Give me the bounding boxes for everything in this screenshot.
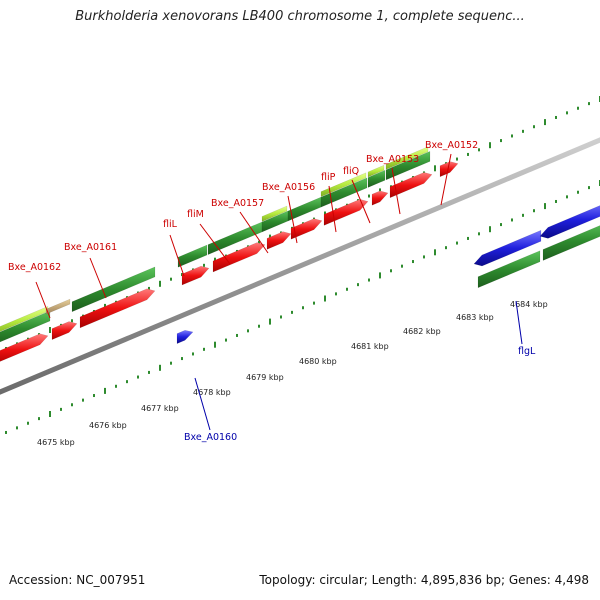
- reverse-cds[interactable]: [266, 231, 292, 250]
- scale-label: 4684 kbp: [510, 300, 548, 309]
- leader-line: [287, 195, 298, 244]
- scale-label: 4682 kbp: [403, 327, 441, 336]
- genome-backbone: [0, 137, 600, 395]
- gene-label[interactable]: flgL: [518, 346, 536, 357]
- leader-line: [35, 281, 51, 319]
- scale-label: 4675 kbp: [37, 438, 75, 447]
- reverse-cds[interactable]: [0, 333, 49, 366]
- map-layer: 4675 kbp 4676 kbp 4677 kbp 4678 kbp 4679 kbp…: [0, 96, 600, 447]
- gene-label[interactable]: fliL: [163, 219, 178, 230]
- leader-line: [194, 377, 211, 431]
- reverse-cds[interactable]: [389, 172, 433, 199]
- scale-label: 4681 kbp: [351, 342, 389, 351]
- gene-label[interactable]: Bxe_A0152: [425, 140, 478, 151]
- reverse-cds[interactable]: [51, 321, 78, 341]
- gene-feature[interactable]: [539, 201, 600, 239]
- forward-cds[interactable]: [385, 151, 431, 181]
- highlight-feature[interactable]: [261, 205, 288, 222]
- gene-label[interactable]: fliM: [187, 209, 204, 220]
- leader-line: [89, 257, 107, 299]
- gene-label[interactable]: Bxe_A0156: [262, 182, 315, 193]
- leader-line: [199, 223, 231, 265]
- leader-line: [328, 185, 337, 233]
- gene-label[interactable]: Bxe_A0157: [211, 198, 264, 209]
- reverse-cds[interactable]: [212, 242, 266, 273]
- gene-label[interactable]: Bxe_A0160: [184, 432, 237, 443]
- leader-line: [391, 167, 401, 215]
- highlight-feature[interactable]: [385, 146, 429, 170]
- forward-cds[interactable]: [542, 221, 600, 261]
- leader-line: [239, 211, 269, 254]
- scale-label: 4679 kbp: [246, 373, 284, 382]
- leader-line: [440, 153, 452, 206]
- leader-line: [351, 179, 371, 224]
- gene-label[interactable]: Bxe_A0153: [366, 154, 419, 165]
- forward-cds[interactable]: [287, 196, 322, 222]
- scale-label: 4683 kbp: [456, 313, 494, 322]
- gene-label[interactable]: Bxe_A0161: [64, 242, 117, 253]
- forward-cds[interactable]: [320, 177, 368, 208]
- gene-label[interactable]: Bxe_A0162: [8, 262, 61, 273]
- leader-line: [515, 300, 523, 345]
- scale-label: 4677 kbp: [141, 404, 179, 413]
- forward-cds[interactable]: [177, 244, 208, 268]
- reverse-cds[interactable]: [439, 161, 459, 178]
- accession-text: Accession: NC_007951: [9, 573, 146, 587]
- forward-cds[interactable]: [0, 310, 51, 346]
- highlight-feature[interactable]: [320, 172, 367, 198]
- forward-cds[interactable]: [477, 250, 541, 289]
- reverse-cds[interactable]: [79, 288, 156, 329]
- forward-cds[interactable]: [367, 169, 386, 188]
- highlight-feature[interactable]: [45, 298, 71, 315]
- topology-summary: Topology: circular; Length: 4,895,836 bp…: [259, 573, 589, 587]
- highlight-feature[interactable]: [367, 164, 385, 178]
- leader-line: [169, 234, 185, 277]
- scale-label: 4680 kbp: [299, 357, 337, 366]
- forward-cds[interactable]: [71, 266, 156, 313]
- scale-label: 4678 kbp: [193, 388, 231, 397]
- map-title: Burkholderia xenovorans LB400 chromosome…: [75, 9, 525, 24]
- reverse-cds[interactable]: [290, 218, 323, 240]
- reverse-cds[interactable]: [181, 265, 210, 286]
- gene-label[interactable]: fliQ: [343, 166, 359, 177]
- scale-label: 4676 kbp: [89, 421, 127, 430]
- reverse-cds[interactable]: [323, 199, 369, 226]
- gene-label[interactable]: fliP: [321, 172, 336, 183]
- gene-feature[interactable]: [176, 330, 194, 345]
- reverse-cds[interactable]: [371, 190, 389, 206]
